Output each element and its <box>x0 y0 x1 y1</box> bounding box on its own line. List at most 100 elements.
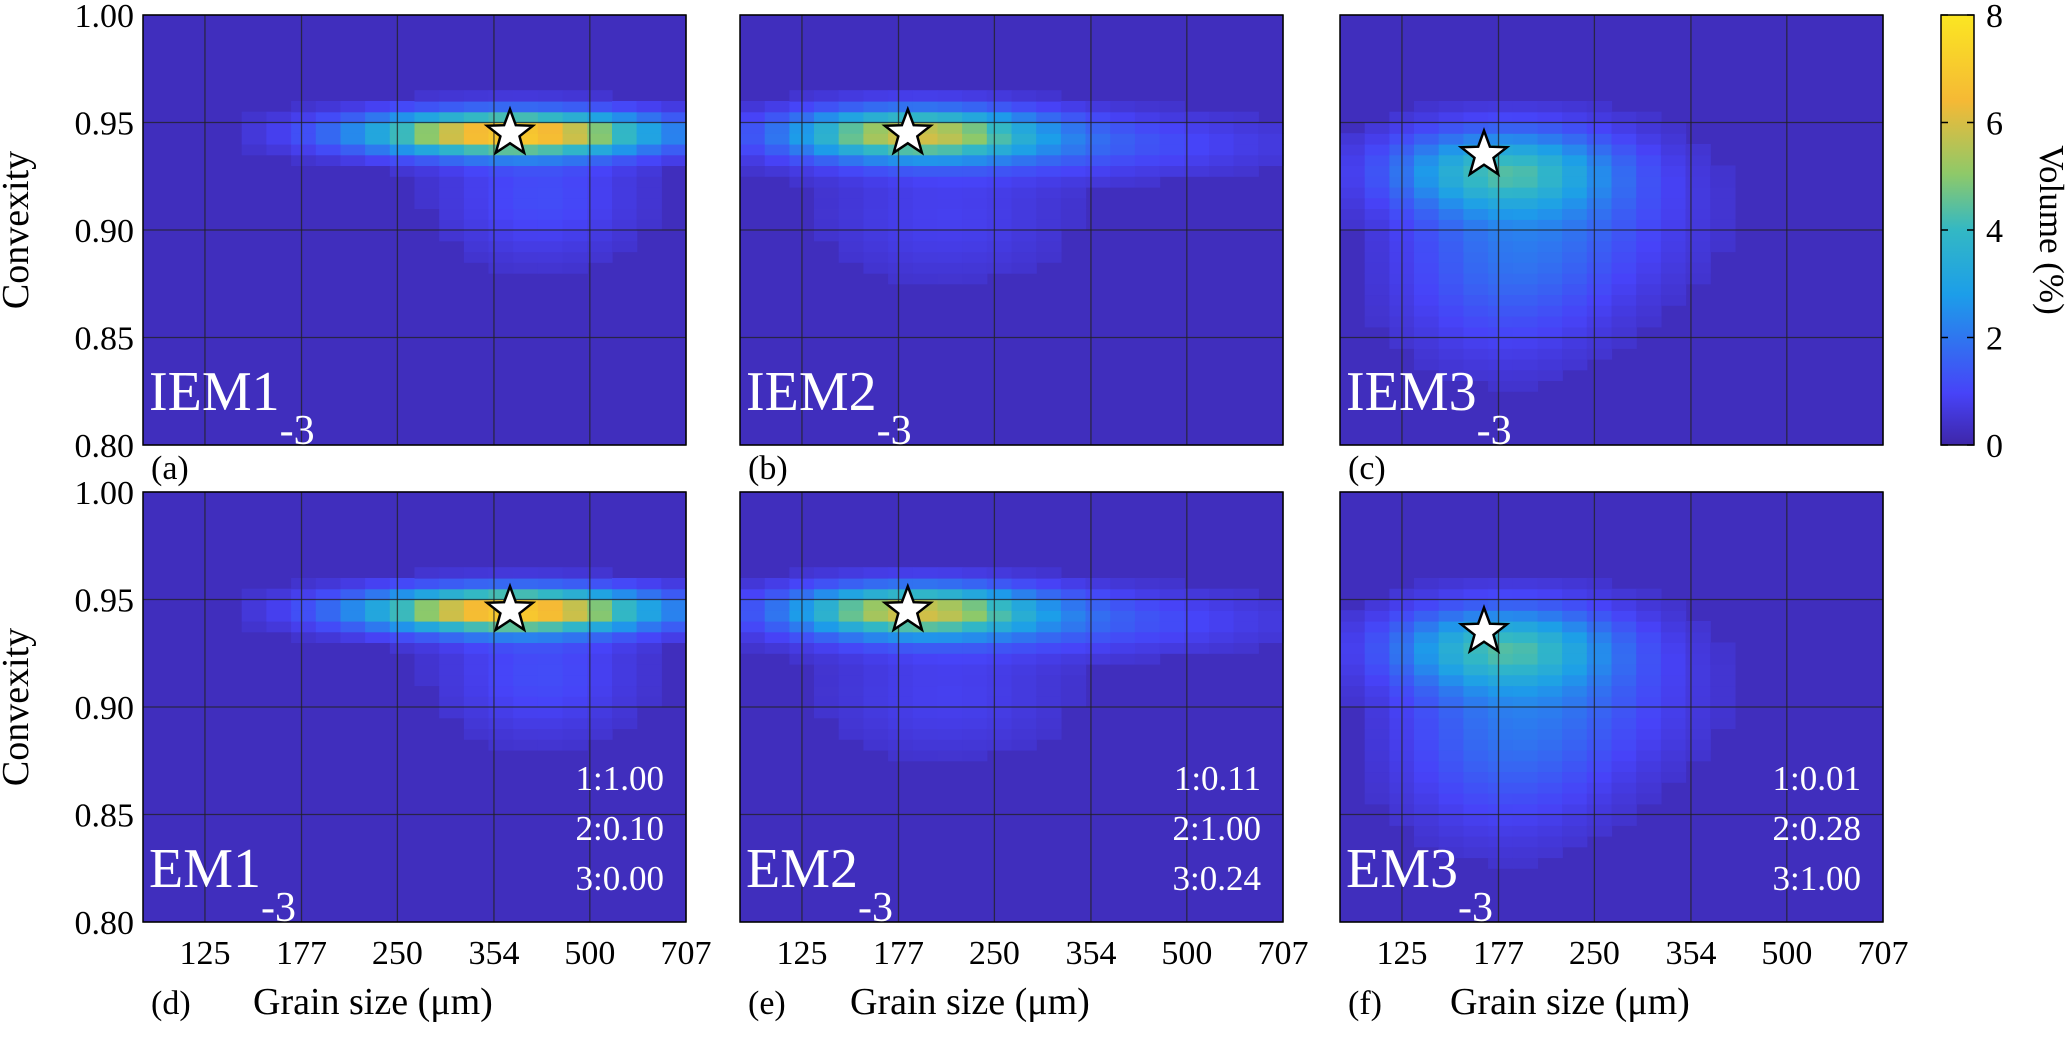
heatmap-cell <box>764 111 790 124</box>
heatmap-cell <box>562 122 588 134</box>
heatmap-cell <box>1340 187 1366 199</box>
heatmap-cell <box>463 219 490 231</box>
heatmap-cell <box>1364 739 1390 751</box>
heatmap-cell <box>414 197 440 209</box>
heatmap-cell <box>1488 599 1514 611</box>
heatmap-cell <box>389 144 416 156</box>
heatmap-cell <box>962 599 988 611</box>
heatmap-cell <box>1438 728 1464 740</box>
heatmap-cell <box>1060 696 1087 708</box>
heatmap-cell <box>1036 144 1062 156</box>
heatmap-cell <box>1537 793 1563 805</box>
heatmap-cell <box>937 251 963 263</box>
heatmap-cell <box>612 122 638 134</box>
panel-letter: (f) <box>1348 985 1382 1022</box>
plot-frame <box>142 14 687 446</box>
heatmap-cell <box>1537 610 1563 622</box>
heatmap-cell <box>937 578 963 590</box>
heatmap-cell <box>1414 251 1440 263</box>
heatmap-cell <box>740 165 766 177</box>
heatmap-cell <box>439 653 465 665</box>
heatmap-cell <box>1611 642 1637 654</box>
heatmap-cell <box>1438 664 1464 676</box>
heatmap-cell <box>1562 621 1588 633</box>
heatmap-cell <box>1586 664 1613 676</box>
heatmap-cell <box>241 621 267 633</box>
heatmap-cell <box>1340 664 1366 676</box>
heatmap-cell <box>488 219 514 231</box>
heatmap-cell <box>562 176 588 188</box>
heatmap-cell <box>912 197 939 209</box>
heatmap-cell <box>986 90 1013 102</box>
heatmap-cell <box>863 176 889 188</box>
heatmap-cell <box>863 133 889 145</box>
heatmap-cell <box>888 144 914 156</box>
heatmap-cell <box>513 696 539 708</box>
heatmap-cell <box>488 664 514 676</box>
heatmap-cell <box>1512 219 1539 231</box>
heatmap-cell <box>1562 316 1588 328</box>
heatmap-cell <box>1463 133 1489 145</box>
heatmap-cell <box>986 219 1013 231</box>
heatmap-cell <box>537 176 564 188</box>
heatmap-cell <box>1611 273 1637 285</box>
heatmap-cell <box>1512 771 1539 783</box>
heatmap-cell <box>1036 90 1062 102</box>
heatmap-cell <box>661 144 687 156</box>
heatmap-cell <box>1463 176 1489 188</box>
heatmap-cell <box>814 653 840 665</box>
heatmap-cell <box>1660 165 1687 177</box>
heatmap-cell <box>587 165 613 177</box>
heatmap-cell <box>1611 674 1637 687</box>
heatmap-cell <box>1209 144 1235 156</box>
colorbar-tick-label: 0 <box>1986 428 2003 465</box>
heatmap-cell <box>1636 696 1662 708</box>
heatmap-cell <box>587 707 613 719</box>
heatmap-cell <box>513 717 539 730</box>
heatmap-cell <box>488 187 514 199</box>
heatmap-cell <box>1586 642 1613 654</box>
heatmap-cell <box>1060 165 1087 177</box>
heatmap-cell <box>1537 208 1563 220</box>
panel-label: EM3-3 <box>1346 838 1493 931</box>
heatmap-cell <box>962 197 988 209</box>
plot-frame <box>1339 14 1884 446</box>
heatmap-cell <box>888 588 914 601</box>
heatmap-cell <box>1340 685 1366 697</box>
heatmap-cell <box>291 101 317 113</box>
heatmap-cell <box>937 219 963 231</box>
heatmap-cell <box>463 208 490 220</box>
heatmap-cell <box>1586 187 1613 199</box>
heatmap-cell <box>1011 567 1037 579</box>
heatmap-cell <box>962 165 988 177</box>
heatmap-cell <box>1685 674 1711 687</box>
heatmap-cell <box>1710 696 1736 708</box>
heatmap-cell <box>488 567 514 579</box>
heatmap-cell <box>463 685 490 697</box>
heatmap-cell <box>863 90 889 102</box>
heatmap-cell <box>1685 707 1711 719</box>
heatmap-cell <box>513 133 539 145</box>
heatmap-cell <box>814 165 840 177</box>
panel-letter: (e) <box>748 985 786 1022</box>
heatmap-cell <box>1586 294 1613 306</box>
heatmap-cell <box>1660 208 1687 220</box>
heatmap-cell <box>1685 240 1711 253</box>
heatmap-cell <box>1660 176 1687 188</box>
heatmap-cell <box>1685 251 1711 263</box>
heatmap-cell <box>1209 621 1235 633</box>
heatmap-cell <box>814 197 840 209</box>
heatmap-cell <box>439 101 465 113</box>
heatmap-cell <box>636 101 662 113</box>
heatmap-cell <box>1414 208 1440 220</box>
heatmap-cell <box>1586 133 1613 145</box>
heatmap-cell <box>912 610 939 622</box>
heatmap-cell <box>1110 111 1136 124</box>
heatmap-cell <box>439 133 465 145</box>
heatmap-cell <box>1685 208 1711 220</box>
heatmap-cell <box>1562 739 1588 751</box>
heatmap-cell <box>1036 122 1062 134</box>
panel-label: EM1-3 <box>149 838 296 931</box>
heatmap-cell <box>636 578 662 590</box>
y-tick-label: 0.80 <box>75 428 135 465</box>
